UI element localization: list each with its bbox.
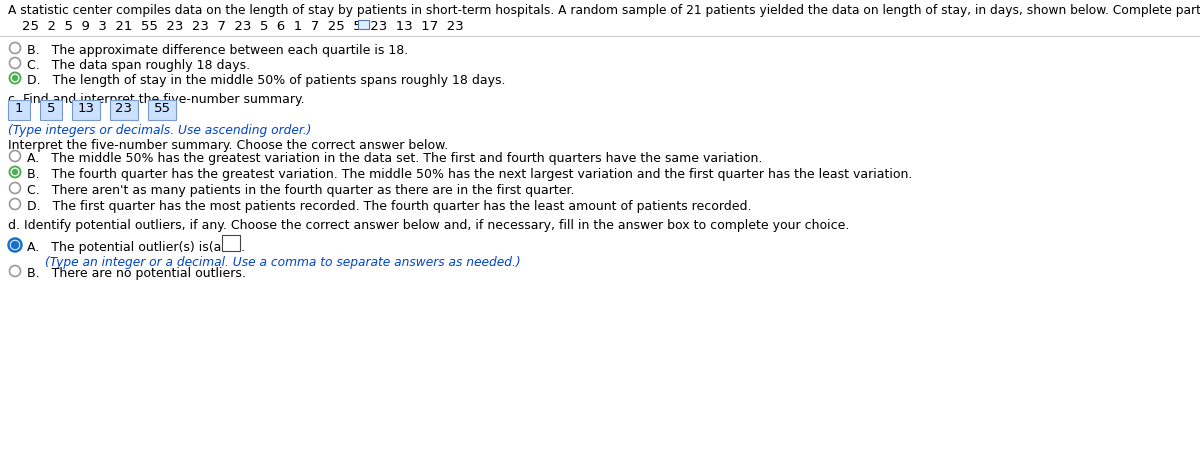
Text: 25  2  5  9  3  21  55  23  23  7  23  5  6  1  7  25  5  23  13  17  23: 25 2 5 9 3 21 55 23 23 7 23 5 6 1 7 25 5… [22, 20, 463, 33]
Text: ✓: ✓ [12, 167, 18, 177]
FancyBboxPatch shape [148, 100, 176, 120]
Text: C.   There aren't as many patients in the fourth quarter as there are in the fir: C. There aren't as many patients in the … [28, 184, 575, 197]
Text: d. Identify potential outliers, if any. Choose the correct answer below and, if : d. Identify potential outliers, if any. … [8, 219, 850, 232]
Text: (Type an integer or a decimal. Use a comma to separate answers as needed.): (Type an integer or a decimal. Use a com… [46, 256, 521, 269]
Text: B.   There are no potential outliers.: B. There are no potential outliers. [28, 267, 246, 280]
Text: B.   The fourth quarter has the greatest variation. The middle 50% has the next : B. The fourth quarter has the greatest v… [28, 168, 912, 181]
Text: 1: 1 [14, 102, 23, 116]
Text: ✓: ✓ [12, 73, 18, 83]
Text: D.   The length of stay in the middle 50% of patients spans roughly 18 days.: D. The length of stay in the middle 50% … [28, 74, 505, 87]
Text: .: . [241, 241, 245, 254]
FancyBboxPatch shape [8, 100, 30, 120]
FancyBboxPatch shape [358, 20, 370, 29]
FancyBboxPatch shape [222, 235, 240, 251]
FancyBboxPatch shape [40, 100, 62, 120]
Circle shape [12, 170, 18, 174]
Text: (Type integers or decimals. Use ascending order.): (Type integers or decimals. Use ascendin… [8, 124, 311, 137]
Circle shape [12, 76, 18, 81]
Text: A.   The potential outlier(s) is(are): A. The potential outlier(s) is(are) [28, 241, 239, 254]
Text: 5: 5 [47, 102, 55, 116]
Text: 23: 23 [115, 102, 132, 116]
Circle shape [12, 242, 18, 248]
Text: D.   The first quarter has the most patients recorded. The fourth quarter has th: D. The first quarter has the most patien… [28, 200, 751, 213]
FancyBboxPatch shape [72, 100, 100, 120]
Text: c. Find and interpret the five-number summary.: c. Find and interpret the five-number su… [8, 93, 305, 106]
Text: 13: 13 [78, 102, 95, 116]
Text: A statistic center compiles data on the length of stay by patients in short-term: A statistic center compiles data on the … [8, 4, 1200, 17]
Text: Interpret the five-number summary. Choose the correct answer below.: Interpret the five-number summary. Choos… [8, 139, 449, 152]
Text: A.   The middle 50% has the greatest variation in the data set. The first and fo: A. The middle 50% has the greatest varia… [28, 152, 762, 165]
FancyBboxPatch shape [110, 100, 138, 120]
Text: 55: 55 [154, 102, 170, 116]
Text: B.   The approximate difference between each quartile is 18.: B. The approximate difference between ea… [28, 44, 408, 57]
Text: C.   The data span roughly 18 days.: C. The data span roughly 18 days. [28, 59, 250, 72]
